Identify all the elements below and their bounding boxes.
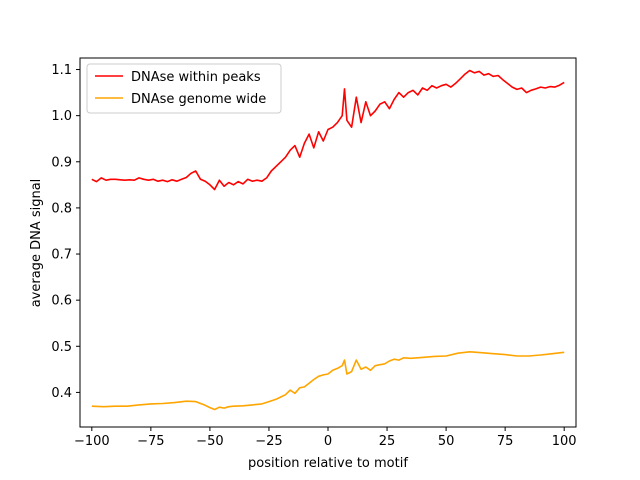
series-line-1 bbox=[91, 350, 565, 411]
x-tick-label: 50 bbox=[438, 434, 455, 449]
y-tick-label: 1.0 bbox=[51, 109, 72, 124]
y-axis-ticks: 0.4 0.5 0.6 0.7 0.8 0.9 1.0 1.1 bbox=[51, 63, 80, 401]
series-line-0 bbox=[91, 69, 565, 191]
plot-lines bbox=[91, 69, 565, 411]
y-tick-label: 0.4 bbox=[51, 386, 72, 401]
legend: DNAse within peaks DNAse genome wide bbox=[86, 63, 282, 114]
x-tick-label: 0 bbox=[324, 434, 332, 449]
y-axis-label: average DNA signal bbox=[29, 179, 44, 308]
x-tick-label: 75 bbox=[497, 434, 514, 449]
legend-label-genome-wide: DNAse genome wide bbox=[131, 92, 266, 107]
y-tick-label: 0.6 bbox=[51, 294, 72, 309]
y-tick-label: 0.8 bbox=[51, 201, 72, 216]
x-tick-label: −50 bbox=[196, 434, 223, 449]
x-axis-ticks: −100 −75 −50 −25 0 25 50 75 100 bbox=[74, 427, 577, 449]
y-tick-label: 0.7 bbox=[51, 248, 72, 263]
x-tick-label: 100 bbox=[552, 434, 577, 449]
x-tick-label: −25 bbox=[255, 434, 282, 449]
x-tick-label: −100 bbox=[74, 434, 110, 449]
y-tick-label: 0.5 bbox=[51, 340, 72, 355]
legend-box bbox=[86, 63, 282, 114]
y-tick-label: 1.1 bbox=[51, 63, 72, 78]
x-tick-label: 25 bbox=[379, 434, 396, 449]
x-tick-label: −75 bbox=[137, 434, 164, 449]
legend-label-within-peaks: DNAse within peaks bbox=[131, 70, 261, 85]
y-tick-label: 0.9 bbox=[51, 155, 72, 170]
x-axis-label: position relative to motif bbox=[248, 456, 408, 471]
